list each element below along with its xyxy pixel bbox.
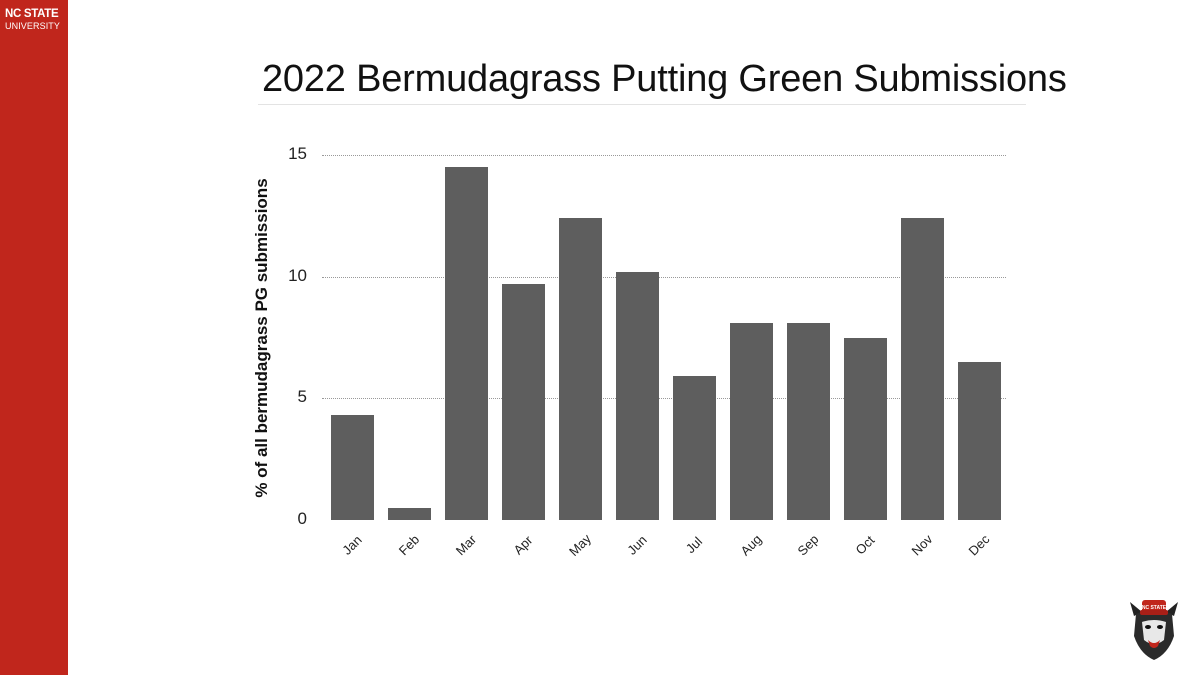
x-tick-label: Jul bbox=[682, 533, 706, 557]
y-axis-label: % of all bermudagrass PG submissions bbox=[252, 178, 271, 498]
x-tick-label: Jun bbox=[624, 532, 650, 558]
x-tick-label: May bbox=[566, 531, 594, 559]
bar-aug bbox=[730, 322, 773, 520]
y-tick-label: 5 bbox=[297, 387, 307, 407]
bar-apr bbox=[502, 283, 545, 520]
svg-text:NC STATE: NC STATE bbox=[1142, 605, 1167, 611]
x-tick-label: Nov bbox=[908, 531, 936, 559]
bar-jan bbox=[331, 415, 374, 520]
slide-title: 2022 Bermudagrass Putting Green Submissi… bbox=[262, 58, 1067, 100]
logo-line2: UNIVERSITY bbox=[5, 20, 61, 31]
wolf-mascot-icon: NC STATE bbox=[1130, 600, 1178, 660]
bar-may bbox=[559, 218, 602, 520]
logo-line1: NC STATE bbox=[5, 8, 59, 20]
bar-mar bbox=[445, 167, 488, 520]
gridline bbox=[322, 398, 1006, 400]
title-divider bbox=[258, 104, 1026, 105]
x-tick-label: Jan bbox=[339, 532, 365, 558]
x-tick-label: Apr bbox=[510, 532, 536, 558]
bar-jun bbox=[616, 271, 659, 520]
bar-jul bbox=[673, 376, 716, 520]
bar-oct bbox=[844, 337, 887, 520]
bar-feb bbox=[388, 507, 431, 520]
bar-sep bbox=[787, 322, 830, 520]
y-tick-label: 10 bbox=[288, 265, 307, 285]
bar-dec bbox=[958, 361, 1001, 520]
x-tick-label: Sep bbox=[794, 531, 822, 559]
x-tick-label: Oct bbox=[852, 532, 878, 558]
bar-nov bbox=[901, 218, 944, 520]
x-tick-label: Dec bbox=[965, 531, 993, 559]
x-tick-label: Mar bbox=[452, 531, 480, 559]
gridline bbox=[322, 276, 1006, 278]
ncstate-logo: NC STATE UNIVERSITY bbox=[5, 8, 61, 31]
brand-sidebar: NC STATE UNIVERSITY bbox=[0, 0, 68, 675]
gridline bbox=[322, 155, 1006, 156]
y-tick-label: 15 bbox=[288, 144, 307, 163]
x-tick-label: Feb bbox=[395, 531, 423, 559]
y-tick-label: 0 bbox=[297, 509, 307, 528]
x-tick-label: Aug bbox=[737, 531, 765, 559]
